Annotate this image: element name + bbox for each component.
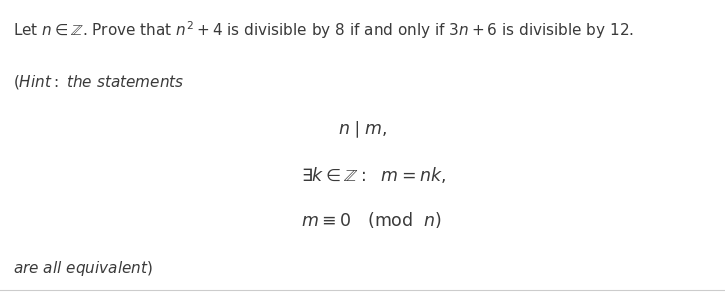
- Text: $n \mid m,$: $n \mid m,$: [338, 119, 387, 140]
- Text: Let $n \in \mathbb{Z}$. Prove that $n^2 + 4$ is divisible by 8 if and only if $3: Let $n \in \mathbb{Z}$. Prove that $n^2 …: [13, 19, 634, 41]
- Text: $\exists k \in \mathbb{Z}:\ \ m = nk,$: $\exists k \in \mathbb{Z}:\ \ m = nk,$: [301, 165, 446, 185]
- Text: $m \equiv 0 \quad (\mathrm{mod}\ \ n)$: $m \equiv 0 \quad (\mathrm{mod}\ \ n)$: [301, 210, 442, 230]
- Text: $are\ all\ equivalent)$: $are\ all\ equivalent)$: [13, 259, 153, 278]
- Text: $(Hint:\ the\ statements$: $(Hint:\ the\ statements$: [13, 73, 184, 91]
